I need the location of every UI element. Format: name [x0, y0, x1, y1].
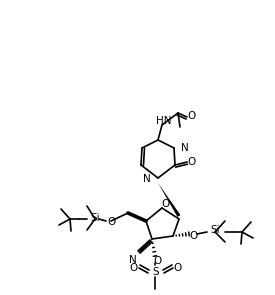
Text: O: O — [174, 263, 182, 273]
Text: O: O — [108, 217, 116, 227]
Text: N: N — [143, 174, 151, 184]
Text: O: O — [130, 263, 138, 273]
Text: N: N — [181, 143, 189, 153]
Text: N: N — [129, 255, 137, 265]
Text: Si: Si — [90, 213, 100, 223]
Polygon shape — [140, 239, 152, 251]
Text: O: O — [153, 256, 161, 266]
Text: Si: Si — [210, 225, 220, 235]
Polygon shape — [158, 183, 180, 217]
Text: S: S — [153, 267, 159, 277]
Text: O: O — [161, 199, 169, 209]
Text: HN: HN — [156, 116, 172, 126]
Text: O: O — [188, 157, 196, 167]
Text: O: O — [188, 111, 196, 121]
Text: O: O — [190, 231, 198, 241]
